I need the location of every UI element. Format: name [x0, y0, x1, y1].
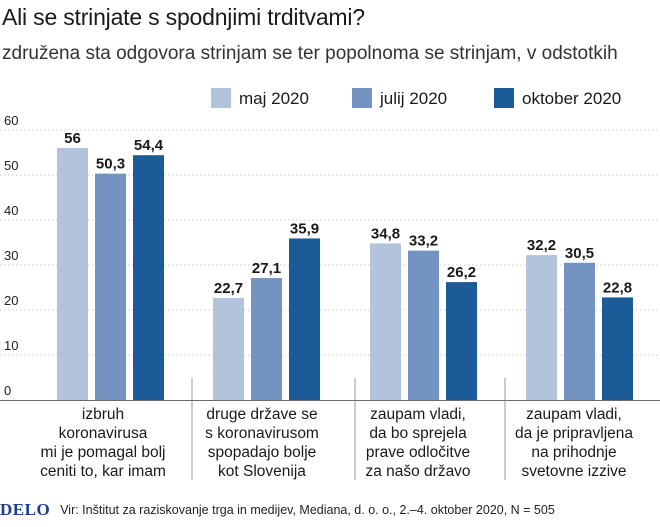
bar-maj-2020 — [213, 297, 244, 400]
bar-value-label: 22,8 — [603, 279, 632, 296]
bar-maj-2020 — [370, 243, 401, 400]
y-tick-label: 60 — [4, 113, 18, 128]
category-label: s koronavirusom — [205, 425, 319, 442]
delo-logo: DELO — [0, 500, 51, 519]
bar-value-label: 33,2 — [409, 233, 438, 250]
legend-swatch — [211, 88, 231, 108]
bar-value-label: 27,1 — [252, 260, 281, 277]
category-label: spopadajo bolje — [208, 444, 317, 461]
y-tick-label: 40 — [4, 203, 18, 218]
bar-oktober-2020 — [602, 297, 633, 400]
legend-swatch — [352, 88, 372, 108]
bar-value-label: 30,5 — [565, 245, 594, 262]
category-label: svetovne izzive — [521, 463, 626, 480]
legend-swatch — [494, 88, 514, 108]
legend-label: julij 2020 — [379, 89, 447, 108]
category-label: zaupam vladi, — [526, 406, 622, 423]
bar-julij-2020 — [408, 250, 439, 400]
bar-value-label: 34,8 — [371, 225, 400, 242]
bar-chart: 0 10 20 30 40 50 60 56 22,7 34,8 32,2 50,3 27,1 33,2 3… — [0, 88, 660, 480]
bar-oktober-2020 — [133, 155, 164, 400]
chart-subtitle: združena sta odgovora strinjam se ter po… — [2, 43, 618, 64]
category-label: mi je pomagal bolj — [41, 444, 166, 461]
footer: DELO Vir: Inštitut za raziskovanje trga … — [0, 500, 555, 520]
category-label: koronavirusa — [59, 425, 148, 442]
y-tick-label: 50 — [4, 158, 18, 173]
bar-oktober-2020 — [446, 282, 477, 400]
bar-julij-2020 — [251, 278, 282, 400]
source-note: Vir: Inštitut za raziskovanje trga in me… — [60, 503, 555, 517]
y-tick-label: 0 — [4, 383, 11, 398]
bar-value-label: 35,9 — [290, 220, 319, 237]
category-label: na prihodnje — [531, 444, 616, 461]
category-label: za našo državo — [365, 463, 470, 480]
legend-label: maj 2020 — [239, 89, 309, 108]
bar-value-label: 56 — [64, 130, 81, 147]
y-tick-label: 20 — [4, 293, 18, 308]
category-label: da je pripravljena — [515, 425, 633, 442]
category-label: da bo sprejela — [369, 425, 467, 442]
y-tick-label: 10 — [4, 338, 18, 353]
bar-oktober-2020 — [289, 238, 320, 400]
category-label: druge države se — [206, 406, 317, 423]
category-label: ceniti to, kar imam — [40, 463, 166, 480]
bar-value-label: 22,7 — [214, 280, 243, 297]
bar-value-label: 50,3 — [96, 156, 125, 173]
bar-julij-2020 — [95, 173, 126, 400]
bar-julij-2020 — [564, 262, 595, 400]
category-label: zaupam vladi, — [370, 406, 466, 423]
bar-maj-2020 — [57, 148, 88, 400]
category-label: prave odločitve — [366, 444, 470, 461]
category-label: izbruh — [82, 406, 124, 423]
bar-value-label: 26,2 — [447, 264, 476, 281]
bar-value-label: 54,4 — [134, 137, 164, 154]
category-label: kot Slovenija — [218, 463, 306, 480]
bar-maj-2020 — [526, 255, 557, 400]
legend-label: oktober 2020 — [522, 89, 621, 108]
bar-value-label: 32,2 — [527, 237, 556, 254]
chart-title: Ali se strinjate s spodnjimi trditvami? — [2, 4, 365, 30]
y-tick-label: 30 — [4, 248, 18, 263]
